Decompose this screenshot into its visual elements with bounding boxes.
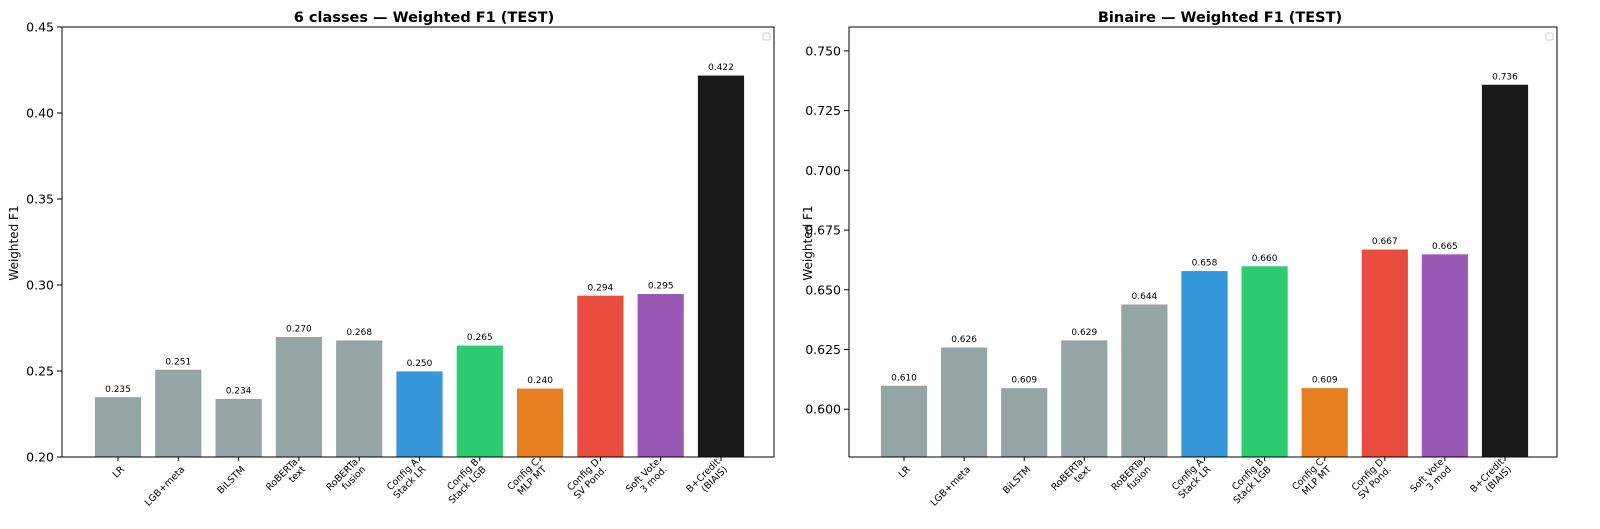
bar-value-label: 0.250 <box>407 359 433 369</box>
chart-title: Binaire — Weighted F1 (TEST) <box>1098 10 1342 26</box>
y-tick-label: 0.45 <box>26 20 54 35</box>
y-tick-label: 0.600 <box>805 402 841 417</box>
x-tick-label: RoBERTatext <box>1049 457 1093 501</box>
bar-value-label: 0.609 <box>1011 376 1037 386</box>
bar <box>1180 270 1229 458</box>
bar <box>1240 265 1289 458</box>
bar-value-label: 0.251 <box>165 357 191 367</box>
chart-panel-6-classes: 6 classes — Weighted F1 (TEST) Weighted … <box>7 10 775 509</box>
bar <box>335 339 384 458</box>
bar <box>94 396 142 458</box>
x-tick-label: LR <box>897 464 913 480</box>
bar-value-label: 0.626 <box>951 335 977 345</box>
bar-value-label: 0.644 <box>1132 292 1158 302</box>
y-axis: 0.600 0.625 0.650 0.675 0.700 0.725 0.750 <box>805 43 849 417</box>
bar <box>1000 387 1049 458</box>
bar-series <box>880 83 1529 458</box>
bar-value-label: 0.658 <box>1192 259 1218 269</box>
bar <box>880 384 928 458</box>
x-tick-label: Soft Vote3 mod <box>1408 457 1454 503</box>
bar-value-label: 0.736 <box>1492 72 1518 82</box>
y-tick-label: 0.650 <box>805 282 841 297</box>
x-tick-label: LR <box>111 464 127 480</box>
x-tick-label: RoBERTafusion <box>1110 457 1154 501</box>
x-tick-label: Config BStack LGB <box>1224 457 1273 506</box>
bar <box>395 370 444 458</box>
x-tick-label: LGB+meta <box>143 464 187 508</box>
chart-panel-binaire: Binaire — Weighted F1 (TEST) Weighted F1… <box>801 10 1558 509</box>
bar <box>940 346 988 458</box>
bar-value-label: 0.240 <box>527 376 553 386</box>
bar <box>516 387 564 458</box>
y-axis-label: Weighted F1 <box>7 205 21 280</box>
y-tick-label: 0.725 <box>805 103 841 118</box>
plot-frame <box>848 26 1558 458</box>
bar <box>1360 248 1409 458</box>
bar-value-label: 0.234 <box>226 387 252 397</box>
chart-title: 6 classes — Weighted F1 (TEST) <box>294 10 554 26</box>
bar-value-label: 0.422 <box>708 63 734 73</box>
x-tick-label: B+Credit(BIAIS) <box>1468 457 1514 503</box>
bar <box>154 368 203 458</box>
bar-value-label: 0.294 <box>588 283 614 293</box>
x-tick-label: LGB+meta <box>929 464 973 508</box>
x-tick-label: Config DSV Pond. <box>1349 457 1394 502</box>
bar-series <box>94 74 745 458</box>
bar-value-label: 0.610 <box>891 373 917 383</box>
y-tick-label: 0.40 <box>26 106 54 121</box>
y-axis: 0.20 0.25 0.30 0.35 0.40 0.45 <box>26 20 62 465</box>
bar-value-label: 0.660 <box>1252 254 1278 264</box>
bar <box>214 398 263 458</box>
x-tick-label: RoBERTatext <box>264 457 308 501</box>
x-tick-label: B+Credit(BIAIS) <box>684 457 730 503</box>
bar <box>576 294 625 458</box>
x-tick-label: Config DSV Pond. <box>565 457 610 502</box>
y-tick-label: 0.25 <box>26 364 54 379</box>
y-axis-label: Weighted F1 <box>801 205 815 280</box>
bar <box>455 344 504 458</box>
bar <box>1300 387 1349 458</box>
y-tick-label: 0.35 <box>26 192 54 207</box>
bar <box>697 74 745 458</box>
y-tick-label: 0.750 <box>805 43 841 58</box>
bar-value-label: 0.270 <box>286 325 312 335</box>
legend-box <box>1545 32 1554 41</box>
bar <box>274 336 323 458</box>
x-axis: LR LGB+meta BiLSTM RoBERTatext RoBERTafusion… <box>897 456 1514 508</box>
x-axis: LR LGB+meta BiLSTM RoBERTatext RoBERTafusion… <box>111 456 730 508</box>
y-tick-label: 0.30 <box>26 278 54 293</box>
value-labels: 0.610 0.626 0.609 0.629 0.644 0.658 0.660 0.609… <box>891 72 1518 385</box>
bar <box>1481 83 1529 458</box>
bar <box>1421 253 1469 458</box>
y-tick-label: 0.20 <box>26 450 54 465</box>
legend-box <box>762 32 771 41</box>
bar-value-label: 0.235 <box>105 385 131 395</box>
plot-frame <box>61 26 775 458</box>
x-tick-label: Config AStack LR <box>1169 456 1214 501</box>
x-tick-label: RoBERTafusion <box>324 457 368 501</box>
y-tick-label: 0.700 <box>805 163 841 178</box>
bar-value-label: 0.295 <box>648 282 674 292</box>
bar-value-label: 0.609 <box>1312 376 1338 386</box>
bar-value-label: 0.629 <box>1071 328 1097 338</box>
bar <box>636 293 685 458</box>
bar-value-label: 0.268 <box>346 328 372 338</box>
y-tick-label: 0.675 <box>805 223 841 238</box>
x-tick-label: BiLSTM <box>1001 464 1033 496</box>
value-labels: 0.235 0.251 0.234 0.270 0.268 0.250 0.265 0.240… <box>105 63 734 396</box>
x-tick-label: Config AStack LR <box>384 456 429 501</box>
bar-value-label: 0.265 <box>467 333 493 343</box>
bar <box>1060 339 1109 458</box>
x-tick-label: BiLSTM <box>215 464 247 496</box>
x-tick-label: Soft Vote3 mod. <box>624 457 670 503</box>
bar-value-label: 0.665 <box>1432 242 1458 252</box>
bar-value-label: 0.667 <box>1372 237 1398 247</box>
y-tick-label: 0.625 <box>805 342 841 357</box>
x-tick-label: Config BStack LGB <box>439 457 488 506</box>
x-tick-label: Config CMLP MT <box>1290 456 1334 500</box>
x-tick-label: Config CMLP MT <box>505 456 549 500</box>
bar <box>1120 303 1169 458</box>
